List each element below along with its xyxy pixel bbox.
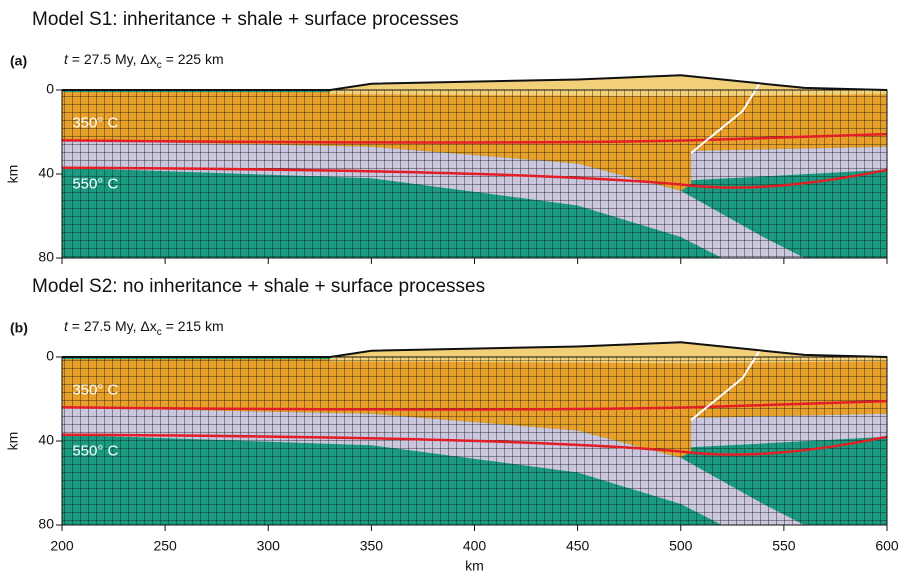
x-tick-label: 550 <box>772 538 796 554</box>
y-axis-label: km <box>5 165 21 184</box>
subtitle-part: t <box>64 51 69 67</box>
x-axis-label: km <box>465 558 484 574</box>
subtitle-part: = 225 km <box>162 51 224 67</box>
subtitle-part: = 27.5 My, Δx <box>68 318 157 334</box>
subtitle-part: c <box>157 327 162 338</box>
x-tick-label: 400 <box>463 538 487 554</box>
panel-title: Model S2: no inheritance + shale + surfa… <box>32 276 485 297</box>
x-tick-label: 350 <box>360 538 384 554</box>
panel-title: Model S1: inheritance + shale + surface … <box>32 9 459 30</box>
y-tick-label: 0 <box>46 81 54 97</box>
fault <box>690 343 765 421</box>
x-tick-label: 600 <box>875 538 898 554</box>
y-tick-label: 80 <box>38 516 54 532</box>
subtitle-part: = 215 km <box>162 318 224 334</box>
y-tick-label: 80 <box>38 249 54 265</box>
isotherm-350 <box>61 399 888 411</box>
x-tick-label: 200 <box>50 538 74 554</box>
panel-label: (a) <box>10 53 27 69</box>
annotation: 350° C <box>72 115 118 132</box>
panel-label: (b) <box>10 320 28 336</box>
x-tick-label: 250 <box>153 538 177 554</box>
annotation: 350° C <box>72 382 118 399</box>
x-tick-label: 300 <box>257 538 281 554</box>
y-tick-label: 40 <box>38 432 54 448</box>
panel-subtitle: t = 27.5 My, Δxc = 225 km <box>64 51 224 71</box>
x-tick-label: 450 <box>566 538 590 554</box>
x-tick-label: 500 <box>669 538 693 554</box>
subtitle-part: c <box>157 60 162 71</box>
annotation: 550° C <box>72 175 118 192</box>
isotherm-350 <box>61 132 888 144</box>
y-tick-label: 40 <box>38 165 54 181</box>
y-tick-label: 0 <box>46 348 54 364</box>
fault <box>690 76 765 154</box>
subtitle-part: = 27.5 My, Δx <box>68 51 157 67</box>
subtitle-part: t <box>64 318 69 334</box>
panel-subtitle: t = 27.5 My, Δxc = 215 km <box>64 318 224 338</box>
annotation: 550° C <box>72 442 118 459</box>
y-axis-label: km <box>5 432 21 451</box>
isotherm-550 <box>61 433 888 456</box>
isotherm-550 <box>61 166 888 189</box>
